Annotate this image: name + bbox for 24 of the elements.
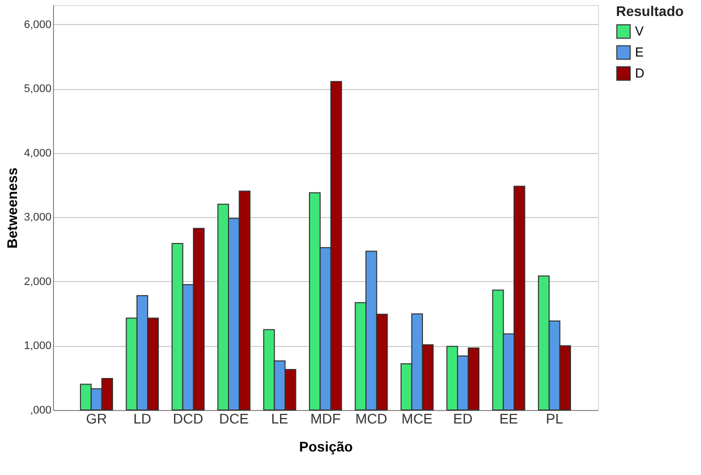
y-tick-label: 3,000 — [24, 212, 52, 224]
x-tick-label: ED — [453, 410, 473, 426]
y-axis-title: Betweeness — [4, 167, 20, 248]
x-tick-label: MCE — [402, 410, 433, 426]
x-tick-label: DCD — [172, 410, 204, 426]
x-tick-label: GR — [86, 410, 108, 426]
x-tick-label: MDF — [310, 410, 341, 426]
x-axis-title: Posição — [299, 438, 353, 454]
y-tick-label: 6,000 — [24, 18, 52, 31]
x-tick-label: LD — [133, 410, 152, 426]
legend-label: E — [635, 44, 644, 60]
y-tick-label: 2,000 — [24, 276, 52, 288]
x-tick-label: LE — [271, 410, 288, 426]
legend-label: D — [635, 66, 644, 80]
x-tick-label: DCE — [219, 410, 249, 426]
legend-label: V — [635, 24, 644, 38]
y-tick-label: 4,000 — [24, 147, 52, 160]
y-tick-label: 5,000 — [24, 83, 52, 96]
x-tick-label: EE — [499, 410, 518, 426]
x-tick-label: PL — [546, 410, 564, 426]
y-tick-label: ,000 — [30, 404, 52, 416]
y-tick-label: 1,000 — [24, 340, 52, 352]
x-tick-label: MCD — [355, 410, 388, 426]
legend-title: Resultado — [616, 3, 684, 19]
